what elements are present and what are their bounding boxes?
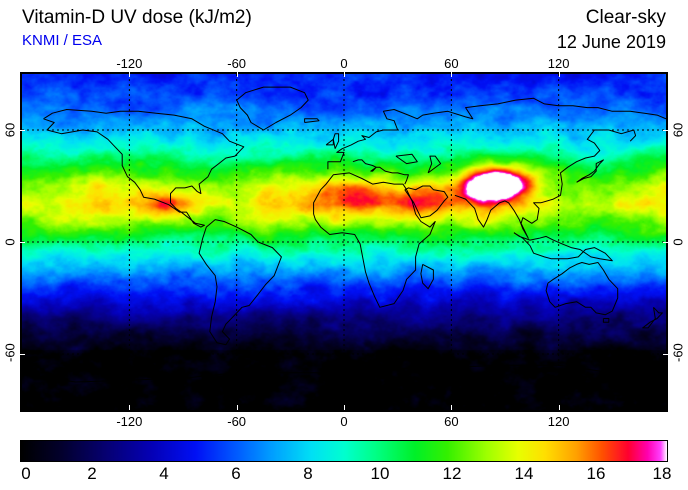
lon-tick-bottom-120: 120 (547, 414, 570, 429)
colorbar-tick-labels: 0 2 4 6 8 10 12 14 16 18 (20, 462, 671, 490)
lon-tick-top-60: 60 (444, 56, 459, 71)
colorbar-gradient (20, 440, 668, 462)
lat-tickmark-right--60 (663, 353, 668, 355)
colorbar-tick-10: 10 (370, 464, 390, 483)
lat-tickmark-left-0 (20, 242, 25, 243)
colorbar-tick-0: 0 (21, 464, 31, 483)
lon-tickmark-top-120 (558, 72, 560, 77)
lon-tick-bottom-0: 0 (340, 414, 348, 429)
colorbar-tick-8: 8 (303, 464, 313, 483)
lat-tickmark-left--60 (20, 353, 25, 355)
lon-tick-top--60: -60 (227, 56, 247, 71)
lon-tickmark-top--60 (236, 72, 238, 77)
page-title: Vitamin-D UV dose (kJ/m2) (22, 7, 252, 28)
lon-tick-bottom--120: -120 (116, 414, 143, 429)
sky-condition-label: Clear-sky (585, 7, 666, 28)
lon-tickmark-top-60 (451, 72, 453, 77)
lat-tickmark-right-60 (663, 130, 668, 131)
colorbar-tick-12: 12 (442, 464, 462, 483)
colorbar-tick-2: 2 (87, 464, 97, 483)
lat-tick-left-0: 0 (2, 238, 18, 246)
uv-dose-heatmap (22, 74, 666, 410)
lon-tickmark-bottom-60 (451, 405, 453, 410)
colorbar-tick-16: 16 (586, 464, 606, 483)
lon-tickmark-bottom--120 (129, 405, 131, 410)
lon-tick-top-120: 120 (547, 56, 570, 71)
agency-credit: KNMI / ESA (22, 32, 103, 49)
map-plot-area (20, 72, 668, 412)
date-label: 12 June 2019 (556, 32, 666, 52)
colorbar-tick-14: 14 (514, 464, 534, 483)
lon-tickmark-bottom-120 (558, 405, 560, 410)
lon-tick-bottom--60: -60 (227, 414, 247, 429)
lat-tick-left--60: -60 (2, 343, 18, 362)
lat-tick-left-60: 60 (2, 122, 18, 138)
figure-header: Vitamin-D UV dose (kJ/m2) KNMI / ESA Cle… (0, 0, 688, 58)
lat-tickmark-right-0 (663, 242, 668, 243)
lat-tick-right-0: 0 (670, 238, 686, 246)
lon-tick-top-0: 0 (340, 56, 348, 71)
lon-tick-bottom-60: 60 (444, 414, 459, 429)
lon-tickmark-top--120 (129, 72, 131, 77)
lat-tickmark-left-60 (20, 130, 25, 131)
lon-tickmark-bottom-0 (344, 405, 345, 410)
colorbar-container (20, 440, 668, 462)
colorbar-tick-18: 18 (652, 464, 672, 483)
lat-tick-right--60: -60 (670, 343, 686, 362)
lon-tick-top--120: -120 (116, 56, 143, 71)
colorbar-tick-4: 4 (159, 464, 169, 483)
lat-tick-right-60: 60 (670, 122, 686, 138)
colorbar-tick-6: 6 (231, 464, 241, 483)
lon-tickmark-bottom--60 (236, 405, 238, 410)
lon-tickmark-top-0 (344, 72, 345, 77)
